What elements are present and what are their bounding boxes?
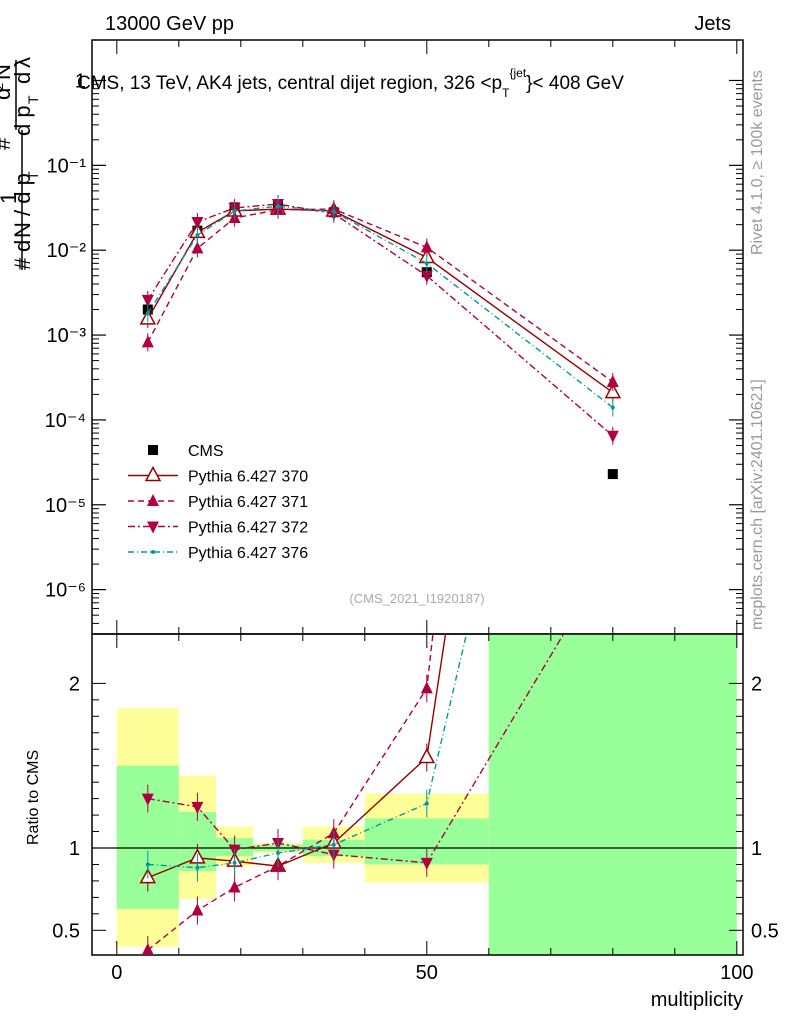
cms-data-point [607, 469, 618, 480]
pythia-6-427-372-ratio-point [191, 801, 204, 814]
y-tick-label: 10⁻⁵ [45, 495, 86, 517]
legend-marker-pythia-6-427-371 [147, 494, 159, 506]
y-tick-label: 10⁻⁴ [45, 410, 86, 432]
pythia-6-427-370-line [147, 208, 614, 394]
pythia-6-427-376-point [232, 208, 237, 213]
legend-marker-pythia-6-427-372 [147, 521, 159, 534]
pythia-6-427-376-point [610, 405, 615, 410]
pythia-6-427-376-ratio-point [424, 801, 429, 806]
x-tick-label: 0 [111, 962, 122, 984]
x-axis-label: multiplicity [651, 989, 743, 1011]
pythia-6-427-372-point [141, 294, 154, 307]
pythia-6-427-372-line [147, 203, 614, 437]
pythia-6-427-376-point [276, 204, 280, 209]
x-tick-label: 50 [416, 962, 438, 984]
pythia-6-427-376-ratio-point [145, 862, 150, 867]
legend-marker-cms [148, 445, 158, 455]
pythia-6-427-376-point [424, 261, 429, 266]
pythia-6-427-372-point [191, 216, 204, 229]
pythia-6-427-372-point [420, 270, 433, 283]
header-right: Jets [694, 13, 731, 35]
header-left: 13000 GeV pp [105, 13, 234, 35]
plot-title: CMS, 13 TeV, AK4 jets, central dijet reg… [77, 66, 624, 100]
ratio-y-tick-label: 2 [69, 673, 80, 695]
pythia-6-427-371-point [420, 240, 433, 253]
main-series-group [139, 195, 622, 480]
pythia-6-427-372-point [606, 430, 619, 443]
pythia-6-427-371-ratio-point [191, 903, 204, 916]
svg-text:T: T [25, 171, 41, 180]
watermark: (CMS_2021_I1920187) [349, 591, 484, 606]
pythia-6-427-371-ratio-point [420, 681, 433, 694]
pythia-6-427-371-ratio-point [141, 943, 154, 955]
pythia-6-427-376-point [145, 311, 150, 316]
ratio-plot-panel: 0.5 0.5 1 1 2 2 0 50 100 [52, 6, 779, 984]
pythia-6-427-376-ratio-point [232, 860, 237, 865]
pythia-6-427-376-point [331, 209, 336, 214]
x-tick-label: 100 [720, 962, 753, 984]
legend: CMS Pythia 6.427 370 Pythia 6.427 371 Pythi… [128, 443, 308, 562]
y-tick-label: 10⁻¹ [47, 155, 87, 177]
pythia-6-427-376-ratio-point [331, 842, 336, 847]
pythia-6-427-371-point [191, 241, 204, 254]
svg-text:d p: d p [10, 105, 35, 136]
ratio-ylabel: Ratio to CMS [25, 750, 42, 845]
pythia-6-427-370-point [604, 382, 622, 399]
main-plot-panel: 1 10⁻¹ 10⁻² 10⁻³ 10⁻⁴ 10⁻⁵ 10⁻⁶ [45, 39, 744, 635]
ratio-y-tick-label-right: 1 [751, 838, 762, 860]
pythia-6-427-371-point [606, 374, 619, 387]
pythia-6-427-371-line [147, 208, 614, 383]
legend-label: Pythia 6.427 372 [188, 520, 308, 537]
pythia-6-427-372-ratio-point [607, 547, 619, 559]
ratio-y-tick-label: 0.5 [52, 920, 80, 942]
rivet-label: Rivet 4.1.0, ≥ 100k events [749, 70, 766, 255]
y-tick-label: 10⁻² [47, 240, 87, 262]
svg-text:2: 2 [0, 83, 6, 90]
pythia-6-427-372-ratio-point [141, 793, 154, 806]
pythia-6-427-371-point [141, 335, 154, 348]
svg-text:λ: λ [10, 57, 35, 68]
pythia-6-427-376-ratio-point [611, 6, 615, 10]
pythia-6-427-376-ratio-point [195, 865, 200, 870]
pythia-6-427-371-ratio-point [228, 880, 241, 893]
svg-text:#: # [0, 137, 15, 150]
legend-label: Pythia 6.427 370 [188, 469, 308, 486]
ratio-y-tick-label-right: 0.5 [751, 920, 779, 942]
ratio-frame [91, 633, 744, 956]
ratio-y-tick-label: 1 [69, 838, 80, 860]
pythia-6-427-370-ratio-point [418, 747, 436, 764]
svg-text:T: T [25, 95, 41, 104]
svg-text:1: 1 [0, 192, 21, 204]
uncertainty-band-green [488, 634, 737, 955]
pythia-6-427-376-ratio-point [276, 850, 280, 855]
legend-marker-pythia-6-427-376 [151, 550, 155, 554]
svg-text:d: d [0, 88, 15, 100]
ratio-series-group [139, 6, 619, 955]
y-tick-label: 1 [75, 70, 86, 92]
y-tick-label: 10⁻³ [47, 325, 87, 347]
pythia-6-427-372-ratio-point [420, 857, 433, 870]
svg-text:N: N [0, 64, 15, 80]
pythia-6-427-376-line [147, 205, 614, 409]
main-ylabel: # d N / d p T 1 d p T d λ # d 2 N [0, 57, 41, 270]
legend-label: Pythia 6.427 371 [188, 494, 308, 511]
y-tick-label: 10⁻⁶ [45, 580, 86, 602]
legend-label: Pythia 6.427 376 [188, 545, 308, 562]
legend-marker-pythia-6-427-370 [144, 465, 162, 482]
pythia-6-427-376-point [195, 233, 200, 238]
mcplots-label: mcplots.cern.ch [arXiv:2401.10621] [749, 379, 766, 630]
ratio-y-tick-label-right: 2 [751, 673, 762, 695]
legend-label: CMS [188, 443, 224, 460]
